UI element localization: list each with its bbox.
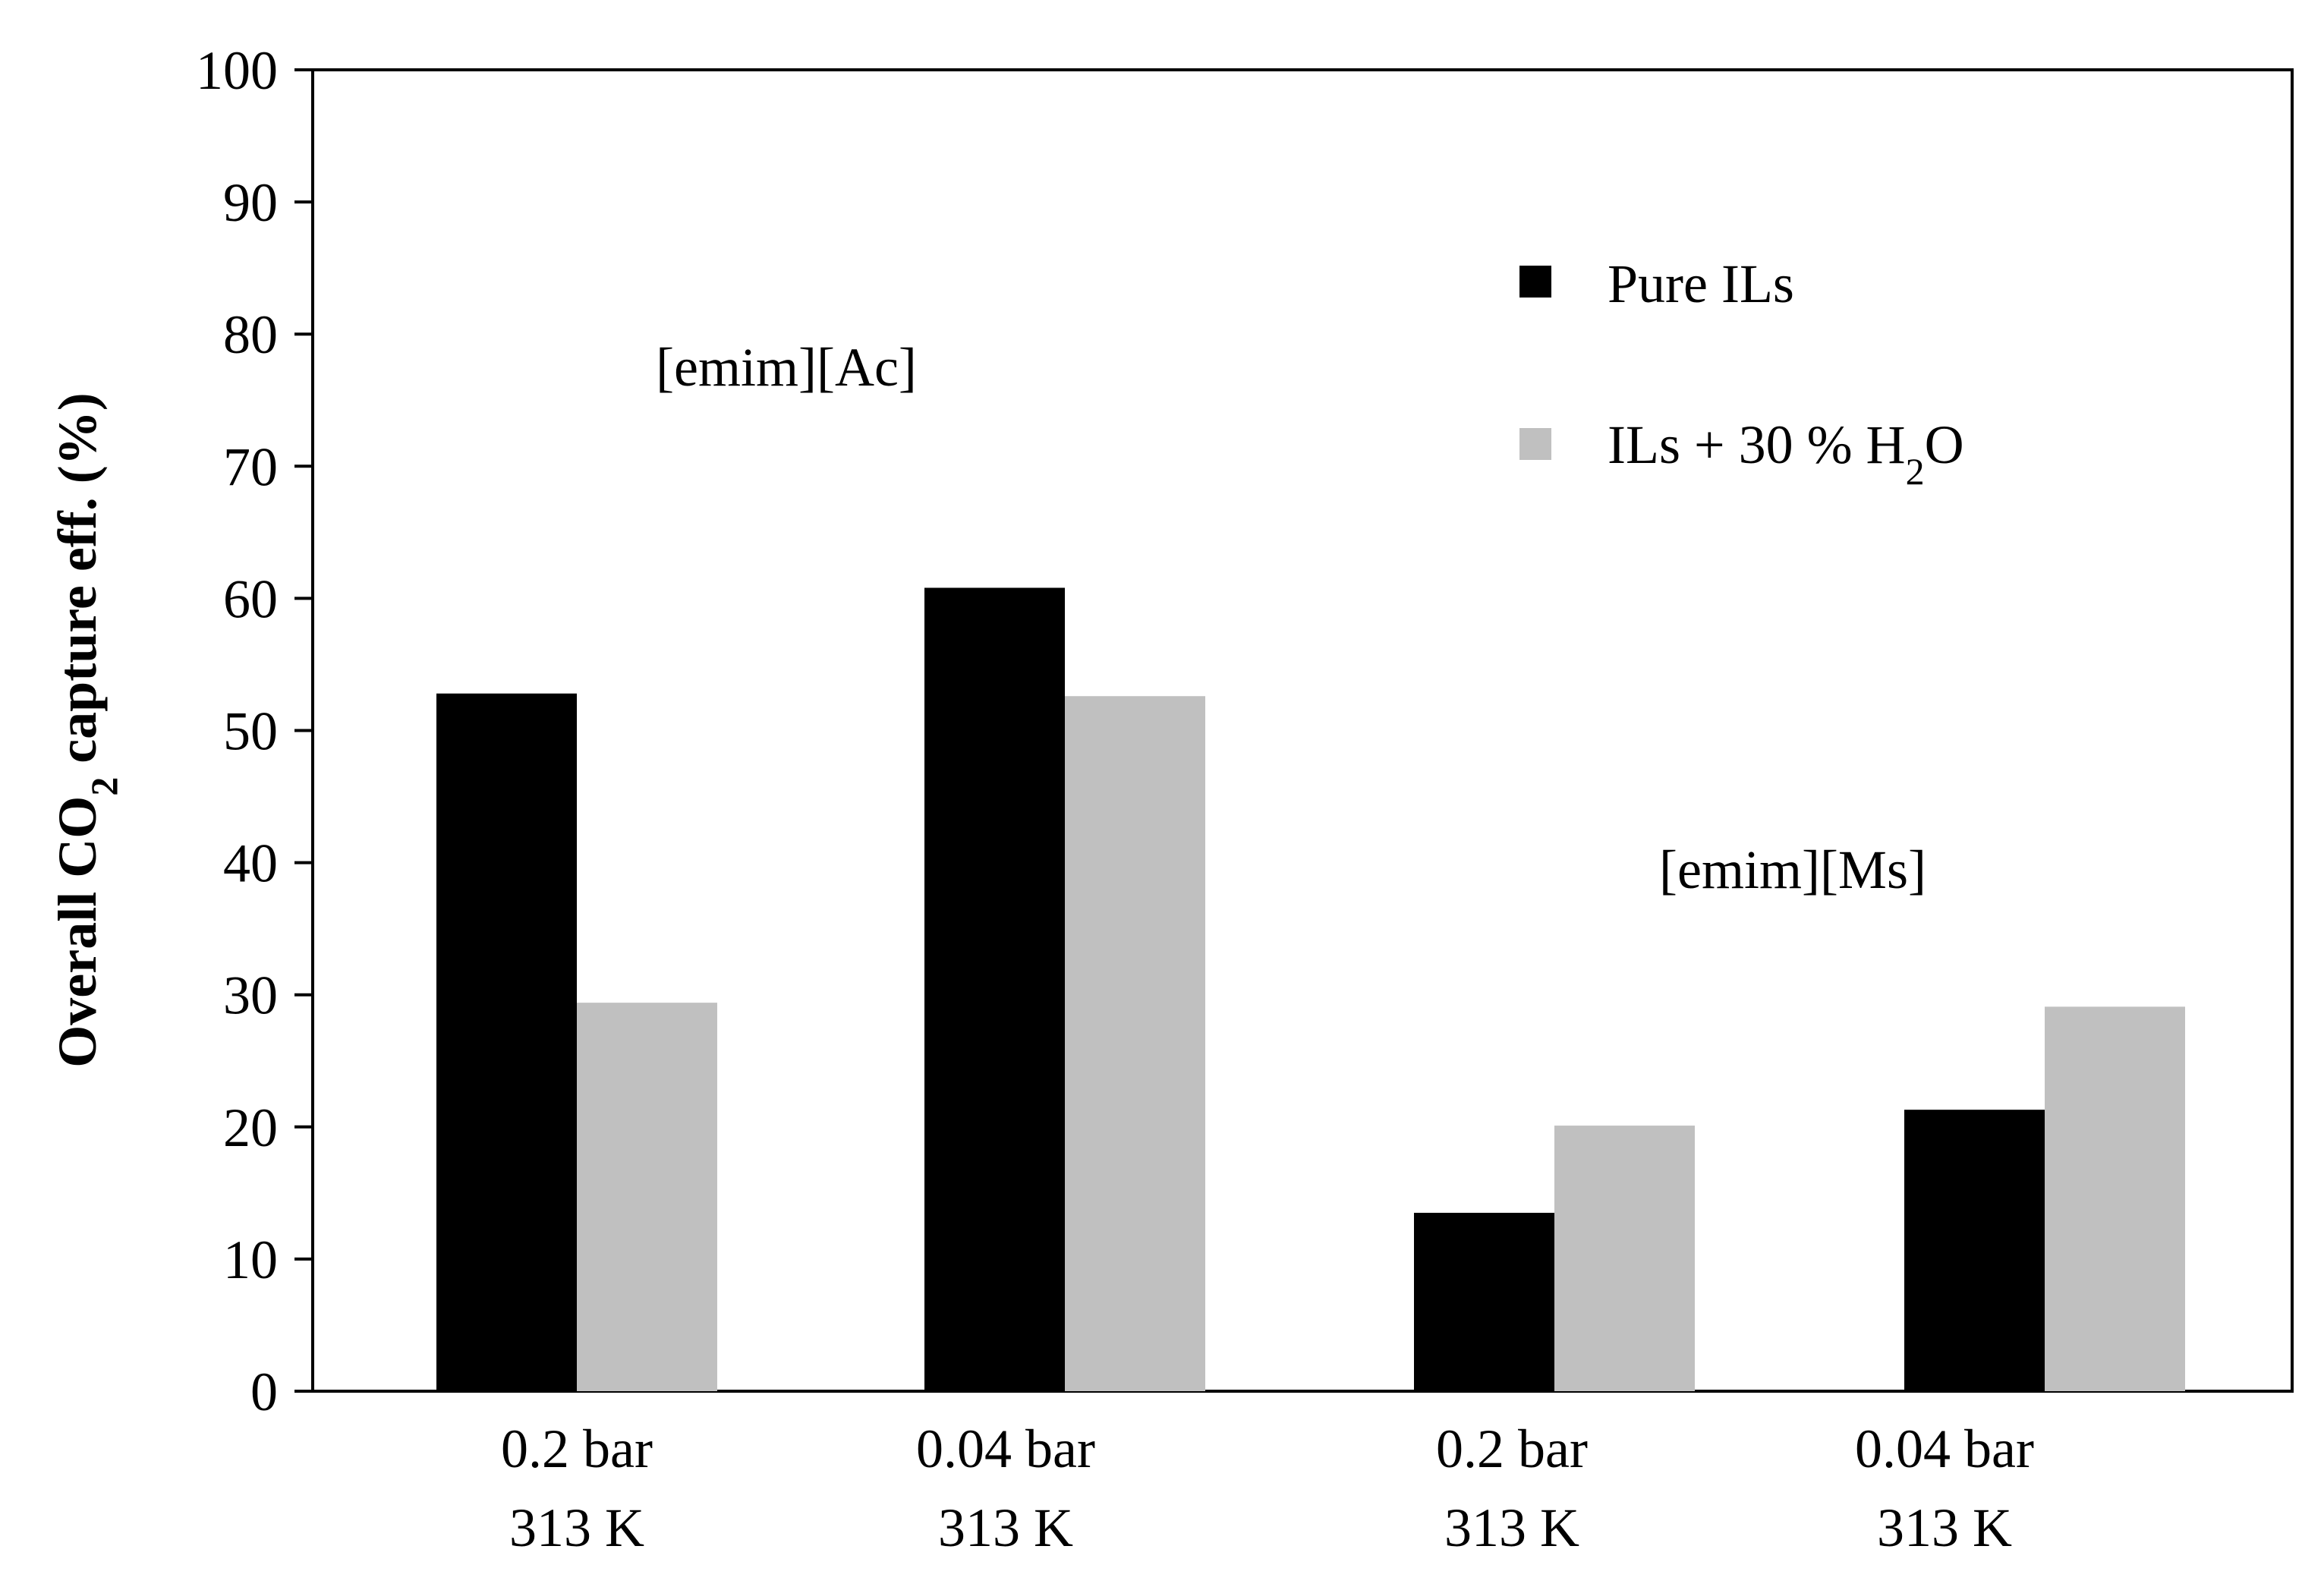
x-tick-label-line2: 313 K <box>1877 1497 2012 1558</box>
y-tick-label: 10 <box>223 1230 278 1290</box>
annotation-emim-ac: [emim][Ac] <box>656 337 917 398</box>
y-tick-label: 20 <box>223 1097 278 1158</box>
legend-swatch-ils-water <box>1519 428 1551 460</box>
bar-ils-water-4 <box>2045 1006 2185 1391</box>
y-tick-label: 0 <box>250 1362 278 1422</box>
x-tick-label-line2: 313 K <box>938 1497 1073 1558</box>
x-tick-label-line2: 313 K <box>1444 1497 1579 1558</box>
y-tick-label: 40 <box>223 833 278 894</box>
bars <box>436 587 2185 1392</box>
x-tick-label-line1: 0.2 bar <box>1436 1419 1588 1479</box>
x-tick-label-line1: 0.04 bar <box>916 1419 1095 1479</box>
y-tick-label: 60 <box>223 568 278 629</box>
bar-ils-water-2 <box>1065 696 1205 1391</box>
x-tick-label-line2: 313 K <box>509 1497 644 1558</box>
y-tick-label: 100 <box>196 40 278 101</box>
x-tick-label-line1: 0.04 bar <box>1855 1419 2034 1479</box>
y-axis: 0 10 20 30 40 50 60 70 80 90 100 <box>196 40 313 1422</box>
legend-label-ils-water: ILs + 30 % H2O <box>1608 414 1964 493</box>
legend-label-pure-ils: Pure ILs <box>1608 253 1794 314</box>
bar-pure-ils-1 <box>436 693 577 1391</box>
annotation-emim-ms: [emim][Ms] <box>1659 839 1926 900</box>
y-tick-label: 80 <box>223 304 278 365</box>
bar-ils-water-1 <box>577 1003 717 1391</box>
y-tick-label: 50 <box>223 701 278 762</box>
x-tick-label-line1: 0.2 bar <box>501 1419 653 1479</box>
y-tick-label: 70 <box>223 436 278 497</box>
legend-swatch-pure-ils <box>1519 266 1551 298</box>
x-axis-labels: 0.2 bar 313 K 0.04 bar 313 K 0.2 bar 313 K 0.0… <box>501 1419 2034 1558</box>
y-axis-label: Overall CO2 capture eff. (%) <box>47 392 125 1067</box>
legend: Pure ILs ILs + 30 % H2O <box>1519 253 1964 493</box>
bar-pure-ils-4 <box>1904 1110 2045 1391</box>
y-tick-label: 90 <box>223 172 278 233</box>
y-tick-label: 30 <box>223 965 278 1026</box>
bar-pure-ils-3 <box>1414 1212 1554 1391</box>
bar-ils-water-3 <box>1554 1126 1695 1391</box>
bar-pure-ils-2 <box>924 587 1065 1392</box>
